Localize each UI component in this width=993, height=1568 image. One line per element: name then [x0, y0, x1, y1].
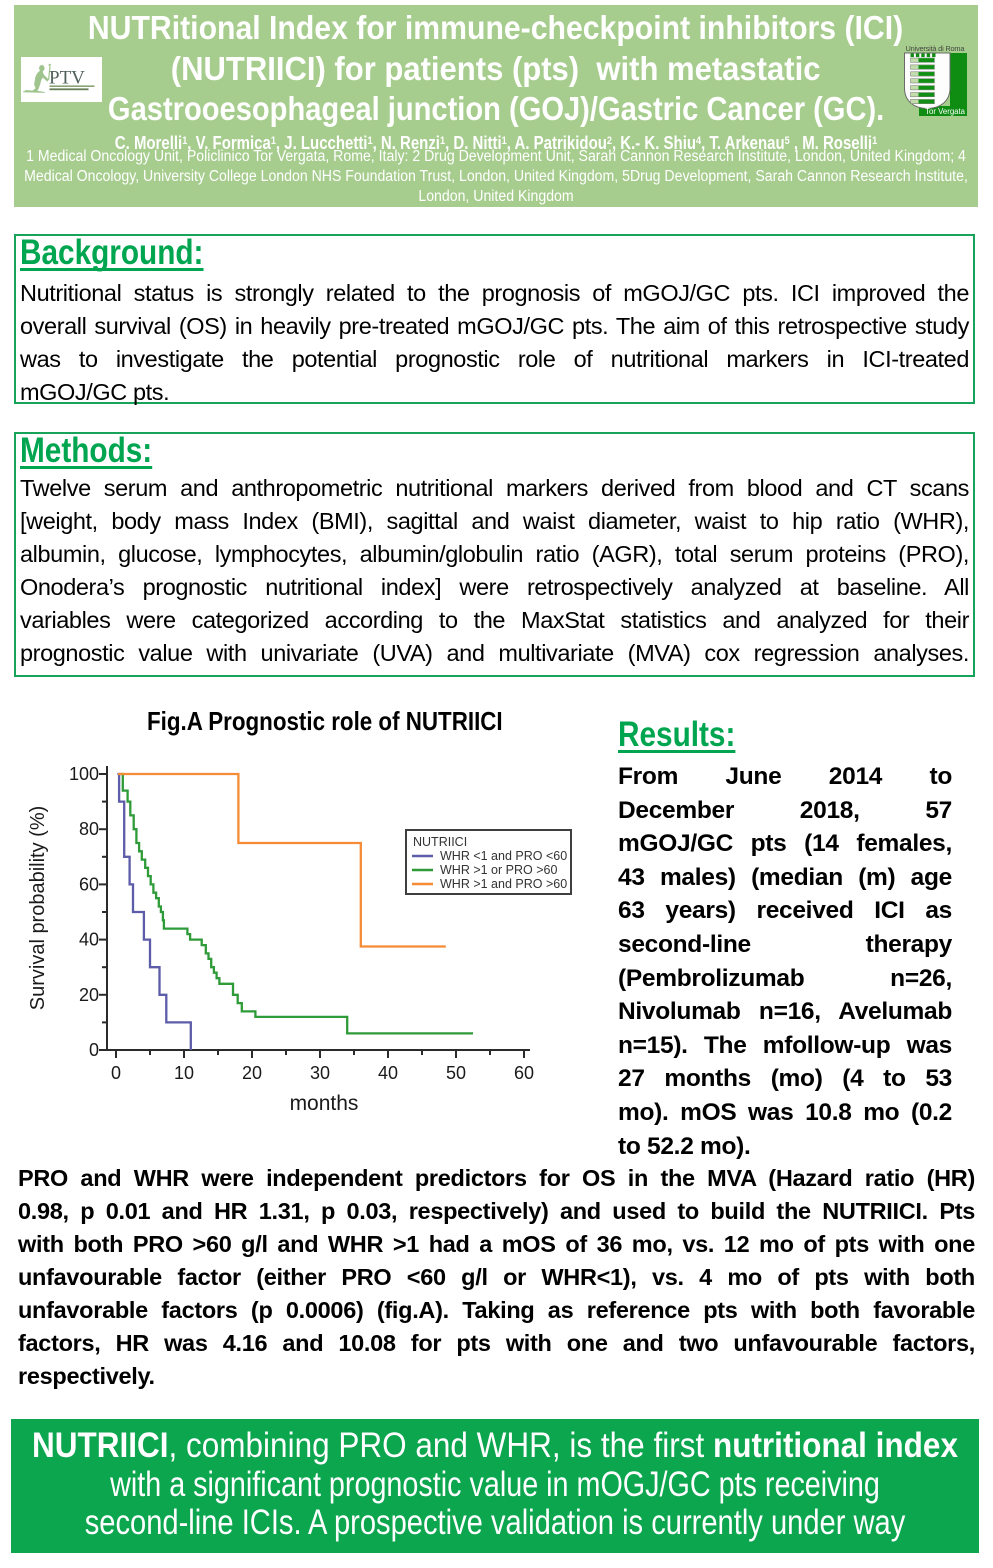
svg-text:WHR >1 or PRO >60: WHR >1 or PRO >60: [440, 863, 557, 877]
svg-text:10: 10: [174, 1063, 194, 1083]
svg-text:80: 80: [79, 819, 99, 839]
svg-text:Università di Roma: Università di Roma: [906, 44, 966, 53]
svg-text:WHR <1 and PRO <60: WHR <1 and PRO <60: [440, 849, 567, 863]
svg-text:60: 60: [79, 874, 99, 894]
svg-text:40: 40: [79, 930, 99, 950]
svg-text:Survival probability (%): Survival probability (%): [27, 806, 49, 1011]
svg-text:Tor Vergata: Tor Vergata: [925, 107, 966, 116]
svg-text:100: 100: [69, 764, 99, 784]
svg-text:WHR >1 and PRO >60: WHR >1 and PRO >60: [440, 877, 567, 891]
svg-text:40: 40: [378, 1063, 398, 1083]
svg-text:50: 50: [446, 1063, 466, 1083]
svg-text:0: 0: [89, 1040, 99, 1060]
svg-text:PTV: PTV: [49, 68, 85, 89]
svg-text:20: 20: [79, 985, 99, 1005]
svg-text:30: 30: [310, 1063, 330, 1083]
svg-text:NUTRIICI: NUTRIICI: [413, 835, 467, 849]
svg-text:60: 60: [514, 1063, 534, 1083]
svg-text:20: 20: [242, 1063, 262, 1083]
svg-text:0: 0: [111, 1063, 121, 1083]
svg-text:months: months: [290, 1092, 359, 1115]
